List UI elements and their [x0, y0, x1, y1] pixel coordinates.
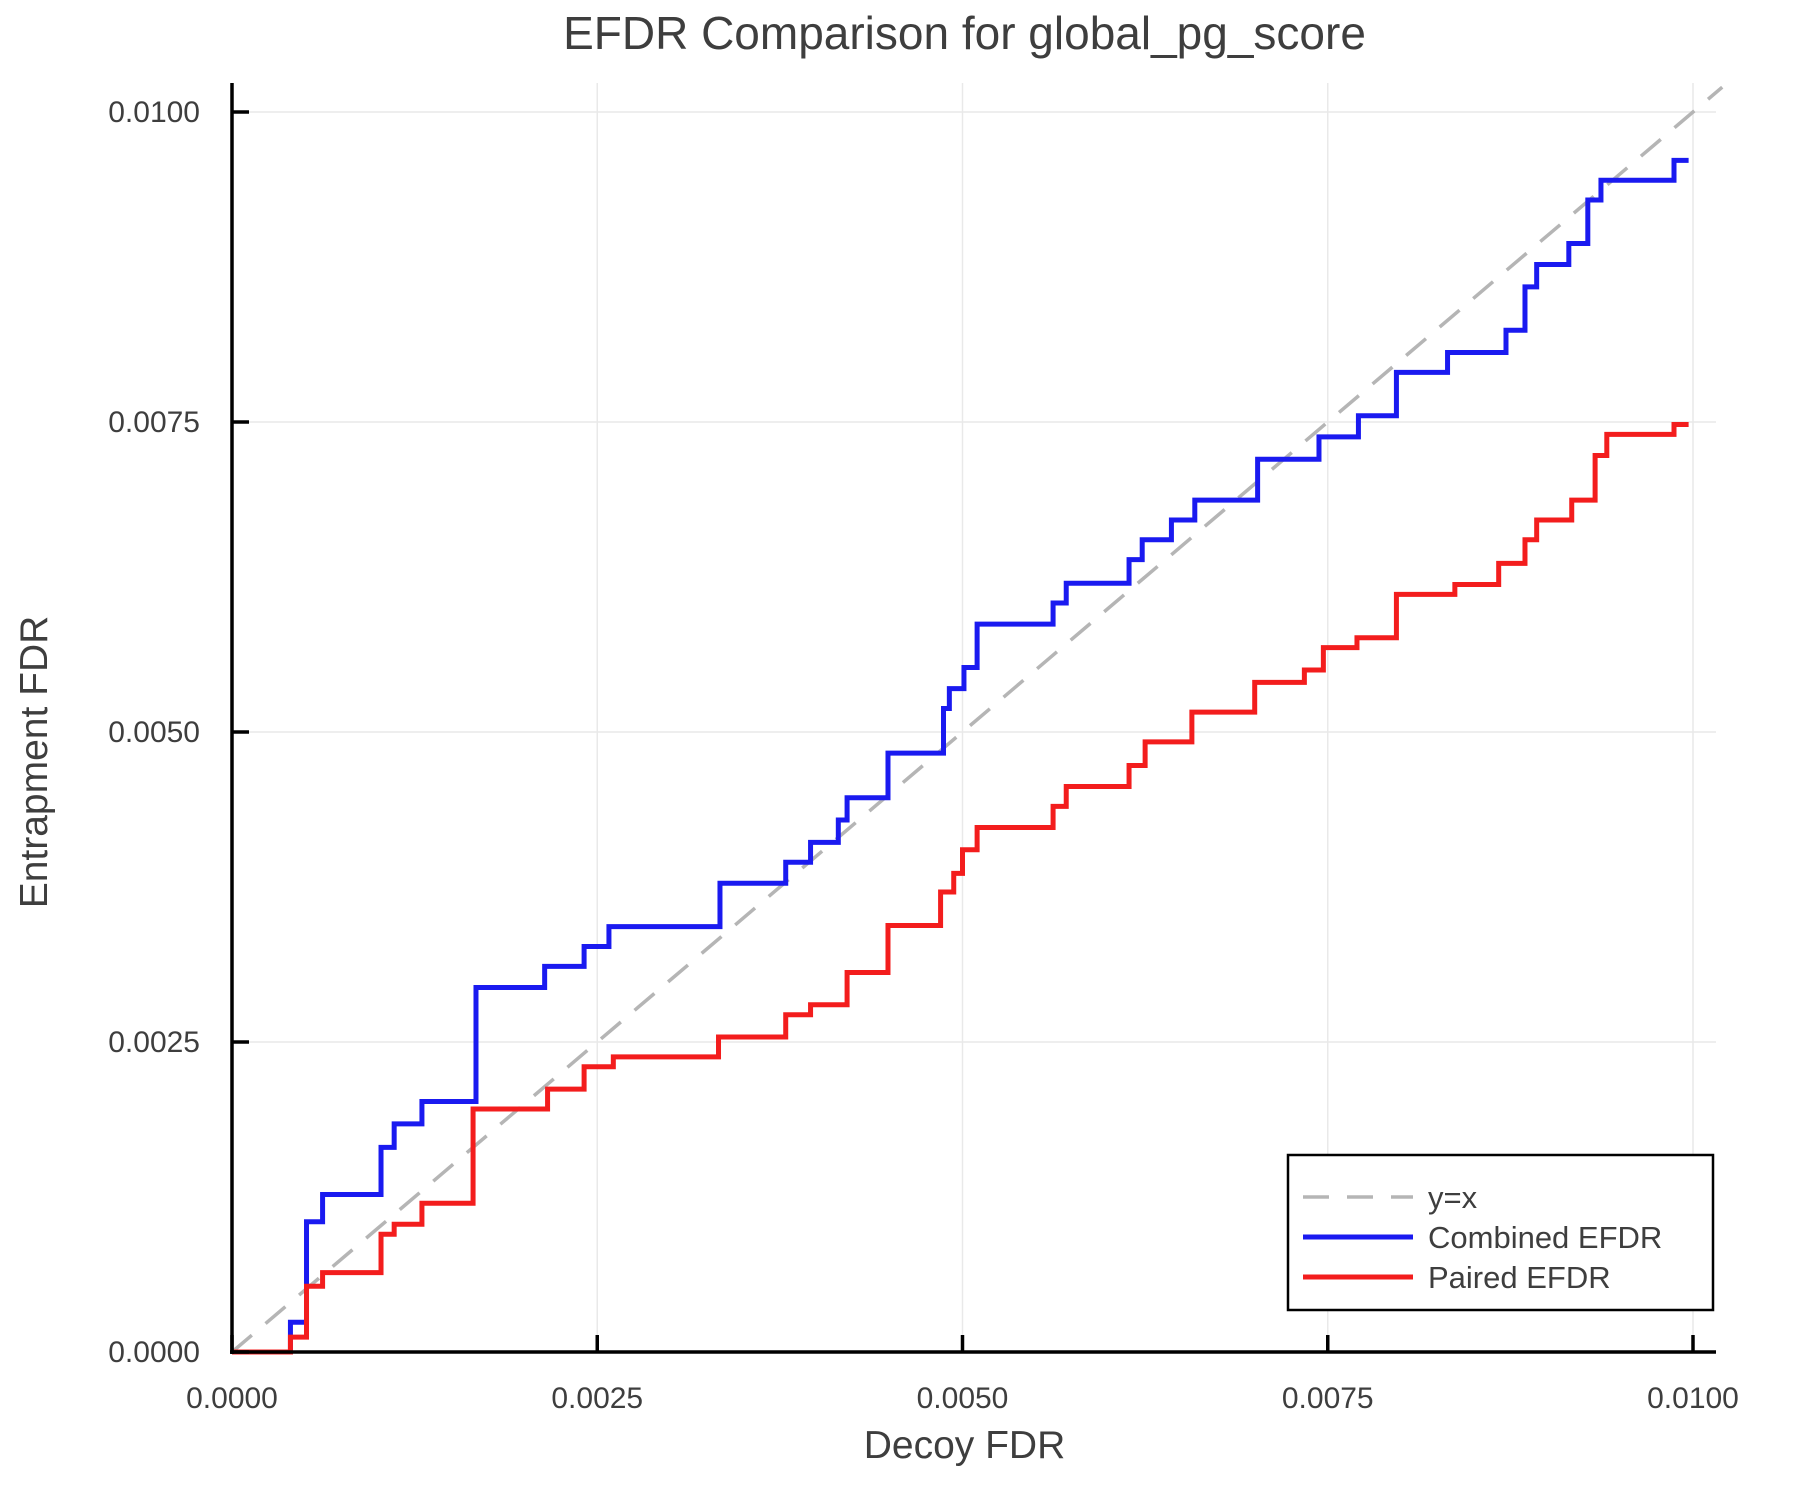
combined-efdr-line [232, 157, 1689, 1355]
y-axis-title: Entrapment FDR [13, 615, 56, 909]
x-tick-label: 0.0100 [1647, 1382, 1739, 1415]
axes-spines [230, 83, 1716, 1354]
legend: y=x Combined EFDR Paired EFDR [1286, 1153, 1715, 1312]
y-tick-label: 0.0100 [108, 96, 200, 129]
legend-label-y-x: y=x [1428, 1180, 1478, 1215]
legend-label-paired-efdr: Paired EFDR [1428, 1260, 1611, 1295]
legend-box [1286, 1153, 1715, 1312]
legend-entry-y-x: y=x [1303, 1180, 1478, 1215]
y-tick-label: 0.0075 [108, 406, 200, 439]
y-tick-label: 0.0000 [108, 1336, 200, 1369]
y-x-line [230, 85, 1724, 1354]
paired-efdr-line [232, 421, 1689, 1355]
legend-entry-paired-efdr: Paired EFDR [1303, 1260, 1611, 1295]
x-axis-ticks: 0.0000 0.0025 0.0050 0.0075 0.0100 [186, 1335, 1739, 1415]
x-axis-title: Decoy FDR [863, 1424, 1066, 1467]
chart-title: EFDR Comparison for global_pg_score [563, 7, 1366, 59]
x-tick-label: 0.0075 [1282, 1382, 1374, 1415]
y-tick-label: 0.0025 [108, 1026, 200, 1059]
x-tick-label: 0.0000 [186, 1382, 278, 1415]
y-tick-label: 0.0050 [108, 716, 200, 749]
series [230, 85, 1724, 1355]
gridlines [232, 83, 1716, 1352]
x-tick-label: 0.0025 [551, 1382, 643, 1415]
legend-entry-combined-efdr: Combined EFDR [1303, 1220, 1662, 1255]
y-axis-ticks: 0.0000 0.0025 0.0050 0.0075 0.0100 [108, 96, 249, 1369]
x-tick-label: 0.0050 [917, 1382, 1009, 1415]
legend-label-combined-efdr: Combined EFDR [1428, 1220, 1662, 1255]
